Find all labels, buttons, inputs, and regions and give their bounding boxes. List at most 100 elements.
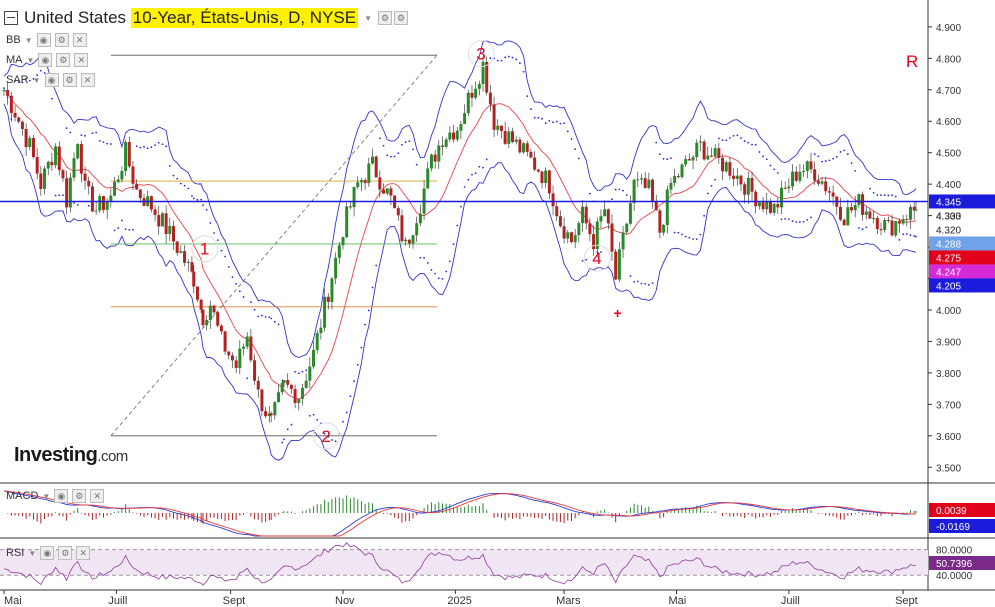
sar-dot	[87, 204, 90, 207]
sar-dot	[176, 177, 179, 180]
close-icon[interactable]: ✕	[80, 73, 95, 87]
candle-body	[172, 226, 176, 242]
candle-body	[201, 309, 205, 326]
chevron-down-icon[interactable]: ▼	[32, 75, 41, 85]
sar-dot	[117, 227, 120, 230]
bollinger-lower	[3, 103, 917, 461]
sar-dot	[902, 233, 905, 236]
sar-dot	[106, 142, 109, 145]
sar-dot	[98, 139, 101, 142]
rsi-level-label: 40.0000	[936, 571, 973, 582]
wave-label-circle	[191, 235, 219, 263]
sar-dot	[95, 131, 98, 134]
price-label: 4.333	[936, 211, 961, 222]
collapse-checkbox-icon[interactable]	[4, 11, 18, 25]
gear-icon[interactable]: ⚙	[58, 546, 73, 560]
sar-dot	[799, 221, 801, 223]
sar-dot	[393, 155, 396, 158]
candle-body	[223, 331, 227, 352]
sar-dot	[869, 187, 871, 190]
candle-body	[569, 232, 573, 243]
sar-dot	[725, 139, 728, 142]
rsi-band	[0, 549, 928, 576]
chevron-down-icon[interactable]: ▼	[28, 548, 37, 558]
indicator-macd[interactable]: MACD ▼ ◉ ⚙ ✕	[6, 489, 105, 503]
candle-body	[507, 131, 511, 144]
sar-dot	[91, 132, 94, 135]
eye-icon[interactable]: ◉	[54, 489, 69, 503]
candle-body	[592, 234, 596, 250]
candle-body	[269, 413, 273, 416]
gear-icon[interactable]: ⚙	[72, 489, 87, 503]
sar-dot	[196, 198, 199, 201]
indicator-rsi[interactable]: RSI ▼ ◉ ⚙ ✕	[6, 546, 91, 560]
indicator-sar[interactable]: SAR ▼ ◉ ⚙ ✕	[6, 73, 95, 87]
sar-dot	[65, 127, 68, 130]
gear-icon[interactable]: ⚙	[54, 33, 69, 47]
candle-body	[555, 206, 559, 217]
candle-body	[120, 170, 124, 180]
candle-body	[267, 413, 271, 417]
candle-body	[514, 139, 518, 142]
sar-dot	[747, 141, 750, 144]
indicator-ma[interactable]: MA ▼ ◉ ⚙ ✕	[6, 53, 89, 67]
eye-icon[interactable]: ◉	[38, 53, 53, 67]
sar-dot	[865, 226, 868, 229]
candle-body	[558, 216, 562, 227]
watermark-suffix: .com	[97, 448, 128, 465]
candle-body	[400, 215, 404, 242]
header-dropdown-icon[interactable]: ▼	[364, 13, 373, 23]
close-icon[interactable]: ✕	[72, 33, 87, 47]
candle-body	[273, 402, 277, 416]
sar-dot	[810, 216, 812, 219]
candle-body	[746, 177, 750, 195]
sar-dot	[238, 290, 241, 293]
sar-dot	[640, 282, 643, 285]
moving-average	[3, 89, 917, 400]
gear-icon[interactable]: ⚙	[56, 53, 71, 67]
candle-body	[647, 179, 651, 188]
indicator-bb[interactable]: BB ▼ ◉ ⚙ ✕	[6, 33, 87, 47]
sar-dot	[17, 81, 20, 83]
indicator-label: SAR	[6, 74, 29, 86]
eye-icon[interactable]: ◉	[40, 546, 55, 560]
candle-body	[533, 157, 537, 170]
chevron-down-icon[interactable]: ▼	[24, 35, 33, 45]
sar-dot	[397, 152, 400, 154]
close-icon[interactable]: ✕	[74, 53, 89, 67]
close-icon[interactable]: ✕	[76, 546, 91, 560]
sar-dot	[813, 153, 816, 156]
eye-icon[interactable]: ◉	[44, 73, 59, 87]
close-icon[interactable]: ✕	[90, 489, 105, 503]
sar-dot	[268, 316, 271, 319]
candle-body	[485, 61, 489, 93]
candle-body	[319, 327, 323, 334]
price-label-bg	[929, 264, 995, 279]
sar-dot	[566, 130, 569, 133]
candle-body	[735, 175, 739, 179]
candle-body	[709, 155, 713, 157]
sar-dot	[452, 243, 455, 246]
candle-body	[183, 251, 187, 263]
sar-dot	[585, 258, 588, 261]
chevron-down-icon[interactable]: ▼	[26, 55, 35, 65]
candle-body	[628, 203, 632, 224]
candle-body	[499, 125, 503, 131]
sar-dot	[596, 251, 599, 253]
sar-dot	[102, 141, 105, 144]
candle-body	[606, 209, 610, 224]
eye-icon[interactable]: ◉	[36, 33, 51, 47]
sar-dot	[84, 134, 86, 137]
sar-dot	[769, 164, 772, 167]
sar-dot	[714, 178, 717, 181]
sar-dot	[659, 153, 661, 156]
chevron-down-icon[interactable]: ▼	[42, 491, 51, 501]
candle-body	[455, 130, 459, 140]
settings-icon[interactable]: ⚙	[378, 11, 393, 25]
gear-icon[interactable]: ⚙	[62, 73, 77, 87]
sar-dot	[191, 195, 193, 197]
gear-icon[interactable]: ⚙	[394, 11, 409, 25]
candle-body	[98, 196, 102, 211]
candle-body	[695, 142, 699, 158]
